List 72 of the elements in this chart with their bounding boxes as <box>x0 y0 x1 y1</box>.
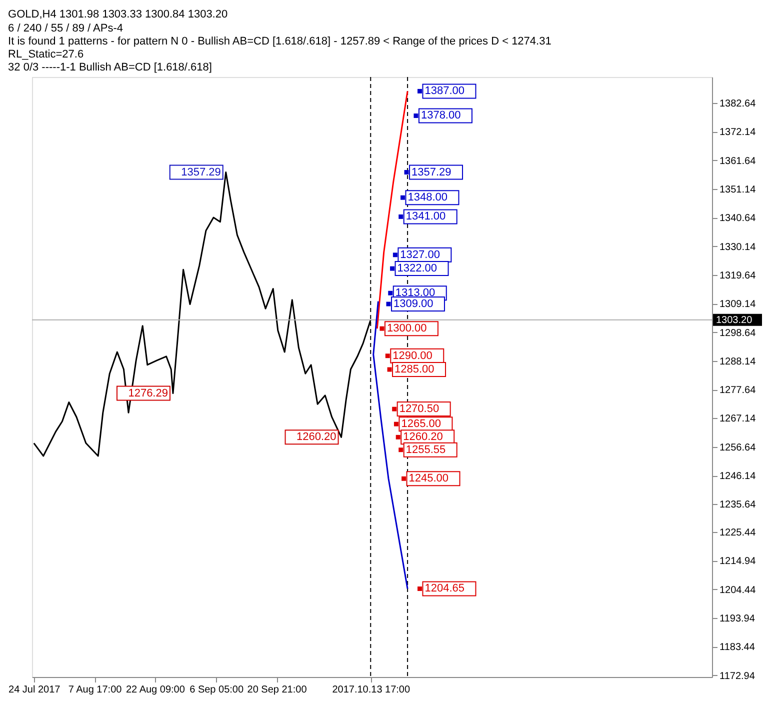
point <box>394 422 398 426</box>
point <box>396 434 400 440</box>
data-label: 1341.00 <box>406 210 446 223</box>
data-label: 1270.50 <box>399 403 440 416</box>
x-tick-label: 6 Sep 05:00 <box>190 684 244 696</box>
y-tick-label: 1193.94 <box>720 613 756 624</box>
data-label: 1290.00 <box>392 350 432 362</box>
x-tick-label: 20 Sep 21:00 <box>247 684 308 696</box>
point <box>387 367 392 372</box>
x-tick-label: 7 Aug 17:00 <box>68 684 122 696</box>
data-label: 1357.29 <box>412 166 452 178</box>
data-label: 1245.00 <box>408 472 449 485</box>
point <box>418 88 422 94</box>
y-tick-label: 1183.44 <box>720 642 756 654</box>
y-tick-label: 1330.14 <box>720 242 756 253</box>
data-label: 1313.00 <box>395 287 436 300</box>
annotation: 1260.20 <box>296 431 336 444</box>
text: 6 / 240 / 55 / 89 / APs-4 <box>8 22 124 34</box>
y-tick-label: 1204.44 <box>720 584 756 596</box>
point <box>390 266 394 271</box>
y-tick-label: 1319.64 <box>720 270 756 282</box>
y-tick-label: 1246.14 <box>720 471 756 482</box>
y-tick-label: 1361.64 <box>720 156 756 167</box>
y-tick-label: 1309.14 <box>720 299 756 310</box>
point <box>398 448 404 452</box>
point <box>386 302 391 306</box>
point <box>388 290 393 296</box>
data-label: 1348.00 <box>408 192 448 204</box>
y-tick-label: 1298.64 <box>720 328 756 339</box>
data-label: 1387.00 <box>424 85 465 98</box>
data-label: 1309.00 <box>393 298 434 310</box>
y-tick-label: 1340.64 <box>720 213 756 224</box>
y-tick-label: 1256.64 <box>720 442 756 454</box>
x-tick-label: 22 Aug 09:00 <box>126 684 186 696</box>
chart-title: GOLD,H4 1301.98 1303.33 1300.84 1303.20 <box>8 8 228 20</box>
y-tick-label: 1225.44 <box>720 528 756 539</box>
y-tick-label: 1235.64 <box>720 500 756 511</box>
point <box>400 195 405 200</box>
y-tick-label: 1172.94 <box>720 670 756 682</box>
y-tick-label: 1277.64 <box>720 385 756 396</box>
text: 32 0/3 -----1-1 Bullish AB=CD [1.618/.618] <box>8 62 212 74</box>
data-label: 1285.00 <box>394 363 434 376</box>
ref-line-label: 1303.20 <box>716 314 753 326</box>
data-label: 1300.00 <box>386 322 427 335</box>
data-label: 1322.00 <box>397 262 438 275</box>
x-tick-label: 2017.10.13 17:00 <box>332 684 410 696</box>
y-tick-label: 1351.14 <box>720 184 756 196</box>
data-label: 1260.20 <box>403 431 443 444</box>
point <box>392 252 398 258</box>
data-label: 1327.00 <box>400 248 440 261</box>
x-tick-label: 24 Jul 2017 <box>8 684 61 696</box>
data-label: 1378.00 <box>420 110 461 122</box>
annotation: 1276.29 <box>128 387 168 400</box>
point <box>380 326 384 331</box>
y-tick-label: 1288.14 <box>720 356 756 368</box>
y-tick-label: 1372.14 <box>720 127 756 138</box>
point <box>398 214 404 219</box>
data-label: 1255.55 <box>406 444 446 456</box>
point <box>385 354 390 358</box>
data-label: 1204.65 <box>424 582 465 595</box>
data-label: 1265.00 <box>401 418 441 430</box>
point <box>418 586 422 591</box>
text: RL_Static=27.6 <box>8 48 84 60</box>
annotation: 1357.29 <box>181 166 221 178</box>
point <box>392 406 397 412</box>
text: It is found 1 patterns - for pattern N 0 - Bullish AB=CD [1.618/.618] - 1257.89 < Range of the prices D < 1274.31 <box>8 36 552 48</box>
point <box>404 170 409 174</box>
point <box>414 114 418 118</box>
y-tick-label: 1382.64 <box>720 98 756 110</box>
y-tick-label: 1214.94 <box>720 556 756 568</box>
point <box>402 476 406 481</box>
y-tick-label: 1267.14 <box>720 414 756 425</box>
